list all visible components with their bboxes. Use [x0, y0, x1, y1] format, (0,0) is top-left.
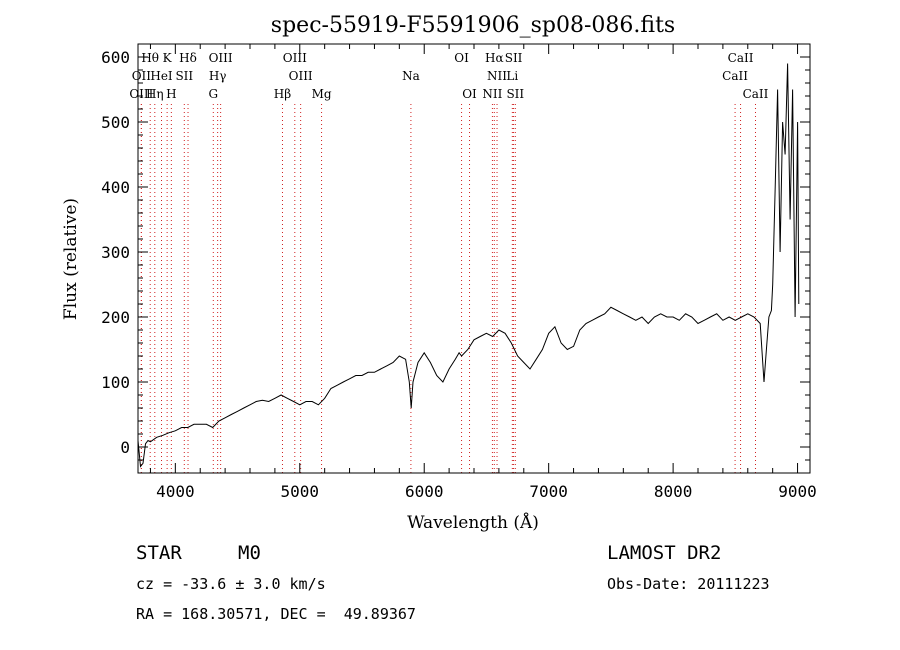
- y-tick-label: 400: [101, 178, 130, 197]
- emission-line-label: Na: [402, 69, 420, 83]
- emission-line-label: Li: [506, 69, 518, 83]
- chart-title: spec-55919-F5591906_sp08-086.fits: [271, 13, 675, 38]
- y-tick-label: 500: [101, 113, 130, 132]
- y-tick-label: 300: [101, 243, 130, 262]
- y-axis-title: Flux (relative): [61, 198, 81, 320]
- emission-line-label: NII: [482, 87, 502, 101]
- emission-line-label: Hγ: [209, 69, 227, 83]
- emission-line-label: OII: [132, 69, 152, 83]
- y-tick-label: 200: [101, 308, 130, 327]
- x-tick-label: 8000: [654, 482, 693, 501]
- emission-line-label: OIII: [209, 51, 233, 65]
- emission-line-markers: [140, 104, 756, 473]
- redshift-cz: cz = -33.6 ± 3.0 km/s: [136, 575, 326, 593]
- axis-ticks: 4000 5000 6000 7000 8000 9000 0 100 200 300 400 500…: [101, 43, 817, 501]
- emission-line-label: OI: [454, 51, 469, 65]
- emission-line-label: Hδ: [179, 51, 197, 65]
- emission-line-label: Hα: [485, 51, 504, 65]
- subclass: M0: [238, 542, 261, 564]
- object-type: STAR: [136, 542, 182, 564]
- emission-line-label: SII: [506, 87, 524, 101]
- emission-line-label: OIII: [129, 87, 153, 101]
- y-tick-label: 600: [101, 48, 130, 67]
- emission-line-label: Mg: [312, 87, 332, 101]
- emission-line-label: NII: [487, 69, 507, 83]
- obs-date: Obs-Date: 20111223: [607, 575, 770, 593]
- emission-line-label: OIII: [283, 51, 307, 65]
- series-layer: [137, 63, 800, 468]
- emission-line-label: OIII: [289, 69, 313, 83]
- emission-line-label: CaII: [728, 51, 754, 65]
- emission-line-label: H: [166, 87, 176, 101]
- survey-name: LAMOST DR2: [607, 542, 722, 564]
- emission-line-label: Hη: [146, 87, 164, 101]
- spectrum-line: [137, 63, 800, 468]
- x-tick-label: 6000: [405, 482, 444, 501]
- x-axis-title: Wavelength (Å): [407, 512, 539, 533]
- emission-line-label: CaII: [743, 87, 769, 101]
- emission-line-label: SII: [505, 51, 523, 65]
- y-tick-label: 100: [101, 373, 130, 392]
- emission-line-label: OI: [462, 87, 477, 101]
- coordinates: RA = 168.30571, DEC = 49.89367: [136, 605, 416, 623]
- emission-line-label: HeI: [150, 69, 173, 83]
- y-tick-label: 0: [120, 438, 130, 457]
- emission-line-label: Hβ: [274, 87, 291, 101]
- x-tick-label: 7000: [529, 482, 568, 501]
- emission-line-label: G: [208, 87, 218, 101]
- emission-line-label: CaII: [722, 69, 748, 83]
- emission-line-label: Hθ: [141, 51, 159, 65]
- emission-line-label: SII: [175, 69, 193, 83]
- emission-line-label: K: [163, 51, 173, 65]
- x-tick-label: 9000: [778, 482, 817, 501]
- plot-frame: [137, 43, 811, 474]
- x-tick-label: 4000: [156, 482, 195, 501]
- x-tick-label: 5000: [281, 482, 320, 501]
